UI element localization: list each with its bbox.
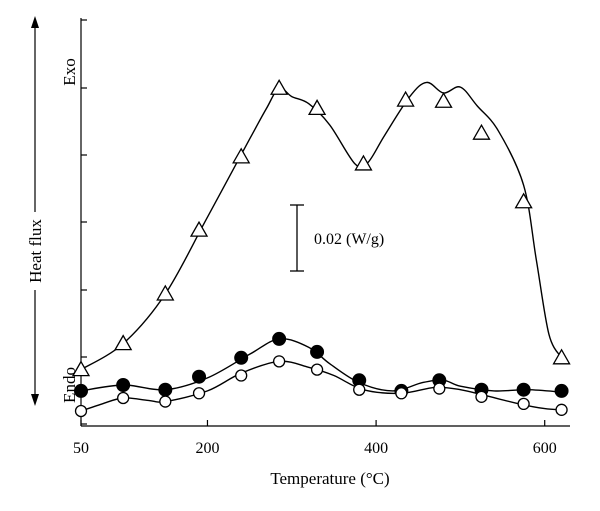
scale-bar-label: 0.02 (W/g) — [314, 231, 384, 248]
triangle-marker — [114, 334, 133, 351]
open-circle-marker — [159, 395, 172, 408]
open-circle-marker — [555, 403, 568, 416]
open-circle-marker — [310, 363, 324, 376]
scale-bar — [290, 204, 304, 272]
axes — [80, 18, 570, 427]
triangle-marker — [354, 154, 373, 171]
open-circle-marker — [433, 382, 446, 395]
heat-flux-arrow — [31, 16, 39, 406]
y-ticks — [81, 19, 87, 425]
series-filled-circle — [74, 331, 569, 398]
triangle-marker — [307, 99, 327, 116]
series-open-circle — [74, 355, 568, 418]
triangle-marker — [71, 360, 91, 377]
x-tick-label: 400 — [364, 440, 388, 457]
x-tick-label: 50 — [73, 440, 89, 457]
filled-circle-marker — [554, 383, 569, 398]
filled-circle-marker — [192, 369, 207, 384]
triangle-marker — [232, 147, 251, 164]
triangle-marker — [396, 90, 415, 107]
series-open-triangle — [71, 78, 571, 377]
y-axis-title: Heat flux — [26, 219, 45, 283]
open-circle-marker — [395, 387, 408, 400]
x-tick-label: 200 — [195, 440, 219, 457]
open-circle-marker — [74, 404, 88, 418]
series-line — [80, 81, 563, 371]
triangle-marker — [434, 91, 453, 108]
open-circle-marker — [192, 387, 206, 400]
triangle-marker — [514, 192, 533, 209]
open-circle-marker — [117, 391, 130, 405]
open-circle-marker — [353, 383, 366, 396]
x-axis-title: Temperature (°C) — [270, 469, 389, 488]
exo-label: Exo — [60, 58, 79, 85]
open-circle-marker — [517, 397, 530, 411]
endo-label: Endo — [60, 367, 79, 403]
series-group — [71, 78, 571, 418]
triangle-marker — [472, 123, 491, 140]
filled-circle-marker — [116, 377, 131, 392]
filled-circle-marker — [74, 383, 88, 398]
triangle-marker — [270, 78, 289, 95]
x-ticks: 50 200 400 600 — [73, 420, 557, 457]
open-circle-marker — [272, 355, 286, 368]
filled-circle-marker — [516, 382, 531, 397]
filled-circle-marker — [158, 382, 173, 397]
open-circle-marker — [235, 369, 248, 382]
x-tick-label: 600 — [533, 440, 557, 457]
triangle-marker — [156, 284, 175, 301]
filled-circle-marker — [234, 350, 249, 365]
filled-circle-marker — [310, 344, 325, 359]
triangle-marker — [552, 348, 571, 365]
open-circle-marker — [475, 390, 488, 403]
filled-circle-marker — [272, 331, 287, 346]
triangle-marker — [189, 220, 209, 237]
